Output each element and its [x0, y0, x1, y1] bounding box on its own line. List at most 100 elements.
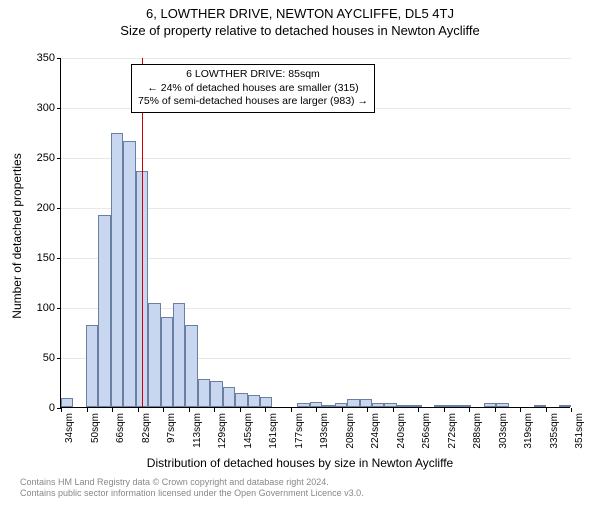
- xtick-label: 256sqm: [421, 413, 432, 449]
- histogram-bar: [297, 403, 309, 407]
- x-axis-label: Distribution of detached houses by size …: [0, 456, 600, 470]
- ytick-mark: [57, 358, 61, 359]
- xtick-label: 161sqm: [268, 413, 279, 449]
- footer-line-1: Contains HM Land Registry data © Crown c…: [20, 477, 364, 489]
- histogram-bar: [447, 405, 459, 407]
- xtick-mark: [342, 408, 343, 412]
- xtick-mark: [571, 408, 572, 412]
- ytick-mark: [57, 308, 61, 309]
- xtick-label: 224sqm: [370, 413, 381, 449]
- xtick-mark: [393, 408, 394, 412]
- xtick-mark: [418, 408, 419, 412]
- histogram-bar: [434, 405, 446, 407]
- histogram-bar: [335, 403, 347, 407]
- ytick-label: 300: [0, 102, 55, 114]
- xtick-label: 272sqm: [447, 413, 458, 449]
- histogram-bar: [310, 402, 322, 407]
- xtick-label: 113sqm: [192, 413, 203, 448]
- xtick-label: 34sqm: [64, 413, 75, 443]
- xtick-mark: [112, 408, 113, 412]
- histogram-bar: [496, 403, 508, 407]
- xtick-label: 145sqm: [243, 413, 254, 449]
- xtick-mark: [316, 408, 317, 412]
- annotation-line: ← 24% of detached houses are smaller (31…: [138, 82, 368, 96]
- histogram-bar: [534, 405, 546, 407]
- ytick-label: 200: [0, 202, 55, 214]
- histogram-bar: [459, 405, 471, 407]
- xtick-label: 288sqm: [472, 413, 483, 449]
- xtick-label: 129sqm: [217, 413, 228, 449]
- histogram-bar: [210, 381, 222, 407]
- ytick-label: 0: [0, 402, 55, 414]
- ytick-label: 50: [0, 352, 55, 364]
- ytick-label: 250: [0, 152, 55, 164]
- ytick-mark: [57, 58, 61, 59]
- xtick-label: 66sqm: [115, 413, 126, 443]
- xtick-label: 208sqm: [345, 413, 356, 449]
- xtick-mark: [61, 408, 62, 412]
- histogram-bar: [198, 379, 210, 407]
- xtick-mark: [546, 408, 547, 412]
- xtick-label: 303sqm: [498, 413, 509, 449]
- histogram-bar: [484, 403, 496, 407]
- xtick-mark: [495, 408, 496, 412]
- histogram-bar: [347, 399, 359, 407]
- xtick-mark: [240, 408, 241, 412]
- xtick-mark: [138, 408, 139, 412]
- xtick-label: 50sqm: [90, 413, 101, 443]
- histogram-bar: [248, 395, 260, 407]
- histogram-bar: [123, 141, 135, 407]
- ytick-mark: [57, 258, 61, 259]
- annotation-line: 75% of semi-detached houses are larger (…: [138, 95, 368, 109]
- histogram-bar: [384, 403, 396, 407]
- histogram-bar: [98, 215, 110, 407]
- gridline: [61, 158, 571, 159]
- ytick-label: 100: [0, 302, 55, 314]
- footer-attribution: Contains HM Land Registry data © Crown c…: [20, 477, 364, 500]
- histogram-bar: [185, 325, 197, 407]
- ytick-label: 350: [0, 52, 55, 64]
- histogram-bar: [322, 405, 334, 407]
- annotation-box: 6 LOWTHER DRIVE: 85sqm← 24% of detached …: [131, 64, 375, 113]
- xtick-label: 240sqm: [396, 413, 407, 449]
- xtick-mark: [87, 408, 88, 412]
- histogram-bar: [223, 387, 235, 407]
- histogram-bar: [173, 303, 185, 407]
- ytick-mark: [57, 108, 61, 109]
- xtick-mark: [469, 408, 470, 412]
- histogram-bar: [397, 405, 409, 407]
- histogram-bar: [86, 325, 98, 407]
- histogram-bar: [61, 398, 73, 407]
- xtick-label: 97sqm: [166, 413, 177, 443]
- histogram-bar: [111, 133, 123, 407]
- xtick-mark: [214, 408, 215, 412]
- ytick-mark: [57, 208, 61, 209]
- xtick-label: 335sqm: [549, 413, 560, 449]
- histogram-bar: [235, 393, 247, 407]
- xtick-label: 177sqm: [294, 413, 305, 449]
- xtick-label: 319sqm: [523, 413, 534, 449]
- histogram-bar: [161, 317, 173, 407]
- histogram-bar: [360, 399, 372, 407]
- xtick-mark: [291, 408, 292, 412]
- histogram-bar: [260, 397, 272, 407]
- chart-title: 6, LOWTHER DRIVE, NEWTON AYCLIFFE, DL5 4…: [0, 6, 600, 21]
- histogram-bar: [409, 405, 421, 407]
- xtick-label: 82sqm: [141, 413, 152, 443]
- ytick-mark: [57, 158, 61, 159]
- xtick-label: 351sqm: [574, 413, 585, 449]
- xtick-mark: [367, 408, 368, 412]
- plot-region: 34sqm50sqm66sqm82sqm97sqm113sqm129sqm145…: [60, 58, 570, 408]
- y-axis-label: Number of detached properties: [10, 153, 24, 318]
- xtick-mark: [163, 408, 164, 412]
- histogram-bar: [148, 303, 160, 407]
- chart-plot-area: 34sqm50sqm66sqm82sqm97sqm113sqm129sqm145…: [60, 58, 570, 408]
- footer-line-2: Contains public sector information licen…: [20, 488, 364, 500]
- histogram-bar: [559, 405, 571, 407]
- xtick-label: 193sqm: [319, 413, 330, 449]
- annotation-line: 6 LOWTHER DRIVE: 85sqm: [138, 68, 368, 82]
- histogram-bar: [372, 403, 384, 407]
- xtick-mark: [444, 408, 445, 412]
- gridline: [61, 58, 571, 59]
- chart-subtitle: Size of property relative to detached ho…: [0, 23, 600, 38]
